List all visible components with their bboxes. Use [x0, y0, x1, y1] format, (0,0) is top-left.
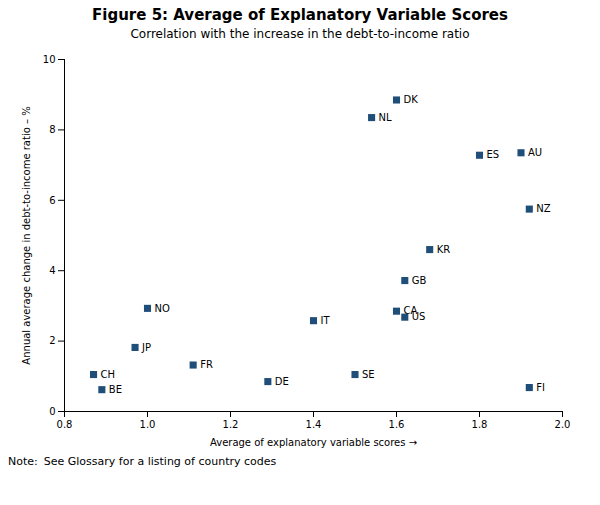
svg-text:10: 10: [43, 54, 56, 65]
svg-text:GB: GB: [412, 275, 427, 286]
svg-text:NZ: NZ: [536, 203, 550, 214]
svg-text:2: 2: [49, 335, 55, 346]
svg-text:CA: CA: [403, 305, 418, 317]
svg-text:0.8: 0.8: [57, 419, 73, 430]
html-text:See Glossary for a listing of: See Glossary for a listing of country co…: [43, 455, 277, 468]
svg-text:DE: DE: [275, 376, 289, 387]
svg-text:6: 6: [49, 195, 55, 206]
svg-text:1.6: 1.6: [389, 419, 405, 430]
svg-text:1.2: 1.2: [223, 419, 239, 430]
svg-text:1.4: 1.4: [306, 419, 322, 430]
svg-text:NO: NO: [155, 303, 170, 314]
svg-text:NL: NL: [379, 112, 392, 123]
svg-text:Annual average change in debt-: Annual average change in debt-to-income …: [21, 106, 32, 364]
svg-text:BE: BE: [109, 384, 122, 395]
svg-text:1.0: 1.0: [140, 419, 156, 430]
svg-text:JP: JP: [141, 342, 151, 353]
svg-text:1.8: 1.8: [472, 419, 488, 430]
html-text:Figure 5: Average of Explanato: Figure 5: Average of Explanatory Variabl…: [92, 6, 508, 24]
svg-text:ES: ES: [487, 149, 500, 160]
svg-text:4: 4: [49, 265, 55, 276]
svg-text:KR: KR: [437, 244, 451, 255]
svg-text:FI: FI: [536, 382, 545, 393]
svg-text:AU: AU: [528, 147, 542, 158]
svg-text:US: US: [412, 311, 426, 322]
svg-text:CH: CH: [101, 369, 116, 380]
svg-text:IT: IT: [321, 315, 331, 326]
html-text:Correlation with the increase: Correlation with the increase in the deb…: [130, 27, 470, 41]
svg-text:0: 0: [49, 406, 55, 417]
svg-text:FR: FR: [200, 359, 213, 370]
html-text:Note:: Note:: [8, 455, 38, 468]
svg-text:Average of explanatory variabl: Average of explanatory variable scores →: [210, 437, 417, 448]
svg-text:2.0: 2.0: [555, 419, 571, 430]
svg-text:DK: DK: [404, 94, 419, 105]
svg-text:SE: SE: [362, 369, 375, 380]
svg-text:8: 8: [49, 124, 55, 135]
